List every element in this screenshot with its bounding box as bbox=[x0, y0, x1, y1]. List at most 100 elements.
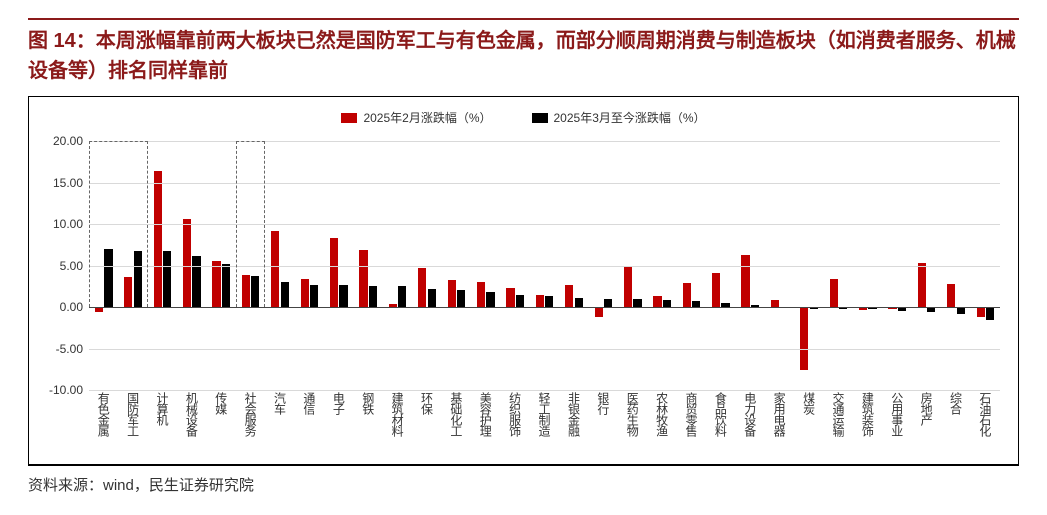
x-tick-label: 非银金融 bbox=[559, 392, 588, 462]
x-tick-label: 公用事业 bbox=[883, 392, 912, 462]
bar bbox=[830, 279, 838, 307]
y-tick-label: 20.00 bbox=[53, 134, 89, 148]
x-tick-label: 环保 bbox=[412, 392, 441, 462]
x-tick-label: 农林牧渔 bbox=[647, 392, 676, 462]
bar bbox=[222, 264, 230, 307]
bar bbox=[251, 276, 259, 307]
bar bbox=[604, 299, 612, 307]
bar bbox=[359, 250, 367, 307]
bar bbox=[134, 251, 142, 307]
gridline bbox=[89, 183, 1000, 184]
bar bbox=[330, 238, 338, 307]
bar bbox=[741, 255, 749, 307]
legend-label-1: 2025年2月涨跌幅（%） bbox=[363, 109, 491, 126]
y-tick-label: -10.00 bbox=[49, 383, 89, 397]
legend-swatch-2 bbox=[532, 113, 548, 123]
bar bbox=[448, 280, 456, 307]
x-tick-label: 轻工制造 bbox=[530, 392, 559, 462]
chart-frame: 2025年2月涨跌幅（%） 2025年3月至今涨跌幅（%） -10.00-5.0… bbox=[28, 96, 1019, 466]
x-tick-label: 纺织服饰 bbox=[500, 392, 529, 462]
x-tick-label: 家用电器 bbox=[765, 392, 794, 462]
x-tick-label: 商贸零售 bbox=[677, 392, 706, 462]
title-block: 图 14：本周涨幅靠前两大板块已然是国防军工与有色金属，而部分顺周期消费与制造板… bbox=[28, 18, 1019, 86]
bar bbox=[339, 285, 347, 307]
bar bbox=[633, 299, 641, 307]
x-tick-label: 建筑装饰 bbox=[853, 392, 882, 462]
x-tick-label: 电力设备 bbox=[736, 392, 765, 462]
gridline bbox=[89, 141, 1000, 142]
x-tick-label: 机械设备 bbox=[177, 392, 206, 462]
bar bbox=[418, 268, 426, 307]
bar bbox=[124, 277, 132, 307]
bar bbox=[947, 284, 955, 307]
x-tick-label: 社会服务 bbox=[236, 392, 265, 462]
bar bbox=[800, 307, 808, 370]
bar bbox=[192, 256, 200, 307]
bar bbox=[918, 263, 926, 307]
x-tick-label: 通信 bbox=[295, 392, 324, 462]
y-tick-label: 15.00 bbox=[53, 176, 89, 190]
gridline bbox=[89, 266, 1000, 267]
bar bbox=[154, 171, 162, 307]
x-tick-label: 传媒 bbox=[207, 392, 236, 462]
bar bbox=[271, 231, 279, 307]
bar bbox=[310, 285, 318, 307]
bar bbox=[457, 290, 465, 307]
bar bbox=[957, 307, 965, 314]
bar bbox=[301, 279, 309, 307]
x-tick-label: 电子 bbox=[324, 392, 353, 462]
x-tick-label: 建筑材料 bbox=[383, 392, 412, 462]
bar bbox=[369, 286, 377, 307]
gridline bbox=[89, 390, 1000, 391]
bar bbox=[242, 275, 250, 307]
x-tick-label: 医药生物 bbox=[618, 392, 647, 462]
bar bbox=[986, 307, 994, 320]
x-tick-label: 食品饮料 bbox=[706, 392, 735, 462]
bar bbox=[506, 288, 514, 307]
y-tick-label: 5.00 bbox=[60, 259, 89, 273]
legend-item-2: 2025年3月至今涨跌幅（%） bbox=[532, 109, 706, 126]
plot-area: -10.00-5.000.005.0010.0015.0020.00 bbox=[89, 141, 1000, 390]
bar bbox=[712, 273, 720, 307]
x-tick-label: 基础化工 bbox=[442, 392, 471, 462]
y-tick-label: -5.00 bbox=[56, 342, 89, 356]
x-tick-label: 交通运输 bbox=[824, 392, 853, 462]
bar bbox=[163, 251, 171, 307]
x-tick-label: 钢铁 bbox=[354, 392, 383, 462]
y-tick-label: 0.00 bbox=[60, 300, 89, 314]
bar bbox=[771, 300, 779, 307]
x-tick-label: 综合 bbox=[941, 392, 970, 462]
y-tick-label: 10.00 bbox=[53, 217, 89, 231]
x-tick-label: 国防军工 bbox=[118, 392, 147, 462]
bar bbox=[212, 261, 220, 307]
x-tick-label: 房地产 bbox=[912, 392, 941, 462]
x-tick-label: 计算机 bbox=[148, 392, 177, 462]
x-tick-label: 美容护理 bbox=[471, 392, 500, 462]
bar bbox=[486, 292, 494, 307]
legend-swatch-1 bbox=[341, 113, 357, 123]
bar bbox=[565, 285, 573, 307]
figure-title: 图 14：本周涨幅靠前两大板块已然是国防军工与有色金属，而部分顺周期消费与制造板… bbox=[28, 26, 1019, 86]
bar bbox=[653, 296, 661, 307]
bar bbox=[104, 249, 112, 307]
bar bbox=[683, 283, 691, 307]
legend-label-2: 2025年3月至今涨跌幅（%） bbox=[554, 109, 706, 126]
source-text: 资料来源：wind，民生证券研究院 bbox=[28, 466, 1019, 495]
bar bbox=[536, 295, 544, 307]
legend-item-1: 2025年2月涨跌幅（%） bbox=[341, 109, 491, 126]
x-tick-label: 有色金属 bbox=[89, 392, 118, 462]
zero-line bbox=[89, 307, 1000, 308]
bar bbox=[428, 289, 436, 307]
gridline bbox=[89, 224, 1000, 225]
bar bbox=[977, 307, 985, 317]
bar bbox=[624, 266, 632, 308]
bar bbox=[545, 296, 553, 307]
bar bbox=[595, 307, 603, 317]
x-axis-labels: 有色金属国防军工计算机机械设备传媒社会服务汽车通信电子钢铁建筑材料环保基础化工美… bbox=[89, 392, 1000, 462]
x-tick-label: 石油石化 bbox=[971, 392, 1000, 462]
figure-container: 图 14：本周涨幅靠前两大板块已然是国防军工与有色金属，而部分顺周期消费与制造板… bbox=[0, 0, 1047, 505]
x-tick-label: 汽车 bbox=[265, 392, 294, 462]
x-tick-label: 煤炭 bbox=[794, 392, 823, 462]
legend: 2025年2月涨跌幅（%） 2025年3月至今涨跌幅（%） bbox=[29, 109, 1018, 126]
bar bbox=[281, 282, 289, 307]
